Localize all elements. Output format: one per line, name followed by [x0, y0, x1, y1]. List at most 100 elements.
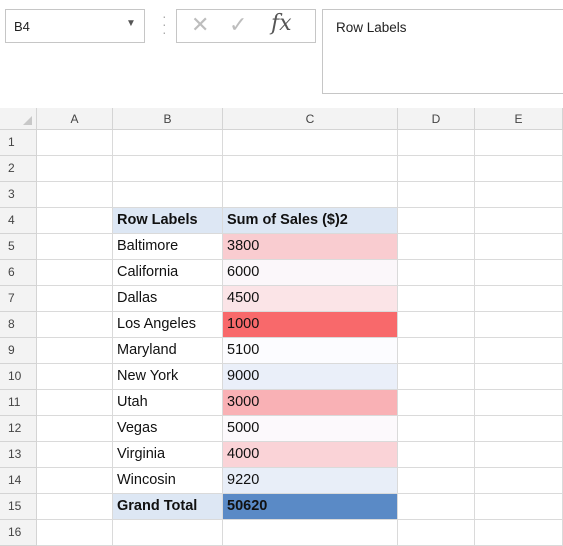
cell-e16[interactable]	[475, 520, 563, 546]
cell-c2[interactable]	[223, 156, 398, 182]
row-header-3[interactable]: 3	[0, 182, 37, 208]
cell-d1[interactable]	[398, 130, 475, 156]
cancel-icon[interactable]: ✕	[191, 12, 210, 37]
column-header-a[interactable]: A	[37, 108, 113, 130]
cell-e7[interactable]	[475, 286, 563, 312]
cell-e14[interactable]	[475, 468, 563, 494]
cell-d14[interactable]	[398, 468, 475, 494]
cell-e13[interactable]	[475, 442, 563, 468]
row-header-1[interactable]: 1	[0, 130, 37, 156]
column-header-e[interactable]: E	[475, 108, 563, 130]
pivot-row-label[interactable]: Virginia	[113, 442, 223, 468]
cell-d9[interactable]	[398, 338, 475, 364]
cell-b1[interactable]	[113, 130, 223, 156]
row-header-11[interactable]: 11	[0, 390, 37, 416]
pivot-header-row-labels[interactable]: Row Labels	[113, 208, 223, 234]
cell-b2[interactable]	[113, 156, 223, 182]
cell-d4[interactable]	[398, 208, 475, 234]
cell-d8[interactable]	[398, 312, 475, 338]
pivot-row-value[interactable]: 6000	[223, 260, 398, 286]
cell-d3[interactable]	[398, 182, 475, 208]
formula-input[interactable]: Row Labels	[322, 9, 563, 94]
chevron-down-icon[interactable]: ▼	[126, 18, 136, 29]
pivot-row-value[interactable]: 5000	[223, 416, 398, 442]
pivot-row-label[interactable]: Los Angeles	[113, 312, 223, 338]
drag-handle-icon[interactable]: · · ·	[162, 8, 167, 40]
pivot-row-value[interactable]: 1000	[223, 312, 398, 338]
pivot-row-value[interactable]: 4000	[223, 442, 398, 468]
cell-c1[interactable]	[223, 130, 398, 156]
name-box[interactable]: B4 ▼	[5, 9, 145, 43]
row-header-15[interactable]: 15	[0, 494, 37, 520]
cell-d13[interactable]	[398, 442, 475, 468]
cell-a10[interactable]	[37, 364, 113, 390]
cell-c16[interactable]	[223, 520, 398, 546]
cell-c3[interactable]	[223, 182, 398, 208]
cell-d5[interactable]	[398, 234, 475, 260]
pivot-row-value[interactable]: 5100	[223, 338, 398, 364]
cell-a15[interactable]	[37, 494, 113, 520]
column-header-b[interactable]: B	[113, 108, 223, 130]
cell-a4[interactable]	[37, 208, 113, 234]
pivot-row-value[interactable]: 3800	[223, 234, 398, 260]
pivot-row-label[interactable]: New York	[113, 364, 223, 390]
pivot-header-sum[interactable]: Sum of Sales ($)2	[223, 208, 398, 234]
cell-e6[interactable]	[475, 260, 563, 286]
select-all-corner[interactable]	[0, 108, 37, 130]
pivot-row-value[interactable]: 4500	[223, 286, 398, 312]
cell-d7[interactable]	[398, 286, 475, 312]
cell-a13[interactable]	[37, 442, 113, 468]
cell-a14[interactable]	[37, 468, 113, 494]
pivot-row-label[interactable]: Baltimore	[113, 234, 223, 260]
pivot-row-label[interactable]: Utah	[113, 390, 223, 416]
cell-a12[interactable]	[37, 416, 113, 442]
pivot-row-label[interactable]: Vegas	[113, 416, 223, 442]
row-header-14[interactable]: 14	[0, 468, 37, 494]
row-header-7[interactable]: 7	[0, 286, 37, 312]
cell-e3[interactable]	[475, 182, 563, 208]
row-header-10[interactable]: 10	[0, 364, 37, 390]
cell-e10[interactable]	[475, 364, 563, 390]
row-header-8[interactable]: 8	[0, 312, 37, 338]
cell-d12[interactable]	[398, 416, 475, 442]
cell-a2[interactable]	[37, 156, 113, 182]
cell-d16[interactable]	[398, 520, 475, 546]
insert-function-icon[interactable]: fx	[271, 11, 292, 36]
cell-a11[interactable]	[37, 390, 113, 416]
cell-a16[interactable]	[37, 520, 113, 546]
cell-b3[interactable]	[113, 182, 223, 208]
pivot-row-label[interactable]: Maryland	[113, 338, 223, 364]
row-header-6[interactable]: 6	[0, 260, 37, 286]
cell-d2[interactable]	[398, 156, 475, 182]
pivot-row-value[interactable]: 3000	[223, 390, 398, 416]
cell-e5[interactable]	[475, 234, 563, 260]
row-header-5[interactable]: 5	[0, 234, 37, 260]
row-header-4[interactable]: 4	[0, 208, 37, 234]
cell-a9[interactable]	[37, 338, 113, 364]
row-header-13[interactable]: 13	[0, 442, 37, 468]
cell-e12[interactable]	[475, 416, 563, 442]
pivot-row-label[interactable]: Wincosin	[113, 468, 223, 494]
cell-a5[interactable]	[37, 234, 113, 260]
cell-d10[interactable]	[398, 364, 475, 390]
pivot-row-label[interactable]: California	[113, 260, 223, 286]
cell-e8[interactable]	[475, 312, 563, 338]
cell-e4[interactable]	[475, 208, 563, 234]
enter-icon[interactable]: ✓	[229, 12, 248, 37]
cell-d6[interactable]	[398, 260, 475, 286]
cell-a6[interactable]	[37, 260, 113, 286]
cell-e1[interactable]	[475, 130, 563, 156]
grand-total-value[interactable]: 50620	[223, 494, 398, 520]
column-header-d[interactable]: D	[398, 108, 475, 130]
cell-d11[interactable]	[398, 390, 475, 416]
cell-e11[interactable]	[475, 390, 563, 416]
cell-a7[interactable]	[37, 286, 113, 312]
cell-e9[interactable]	[475, 338, 563, 364]
cell-d15[interactable]	[398, 494, 475, 520]
cell-a1[interactable]	[37, 130, 113, 156]
cell-e2[interactable]	[475, 156, 563, 182]
pivot-row-label[interactable]: Dallas	[113, 286, 223, 312]
pivot-row-value[interactable]: 9000	[223, 364, 398, 390]
cell-a8[interactable]	[37, 312, 113, 338]
row-header-16[interactable]: 16	[0, 520, 37, 546]
